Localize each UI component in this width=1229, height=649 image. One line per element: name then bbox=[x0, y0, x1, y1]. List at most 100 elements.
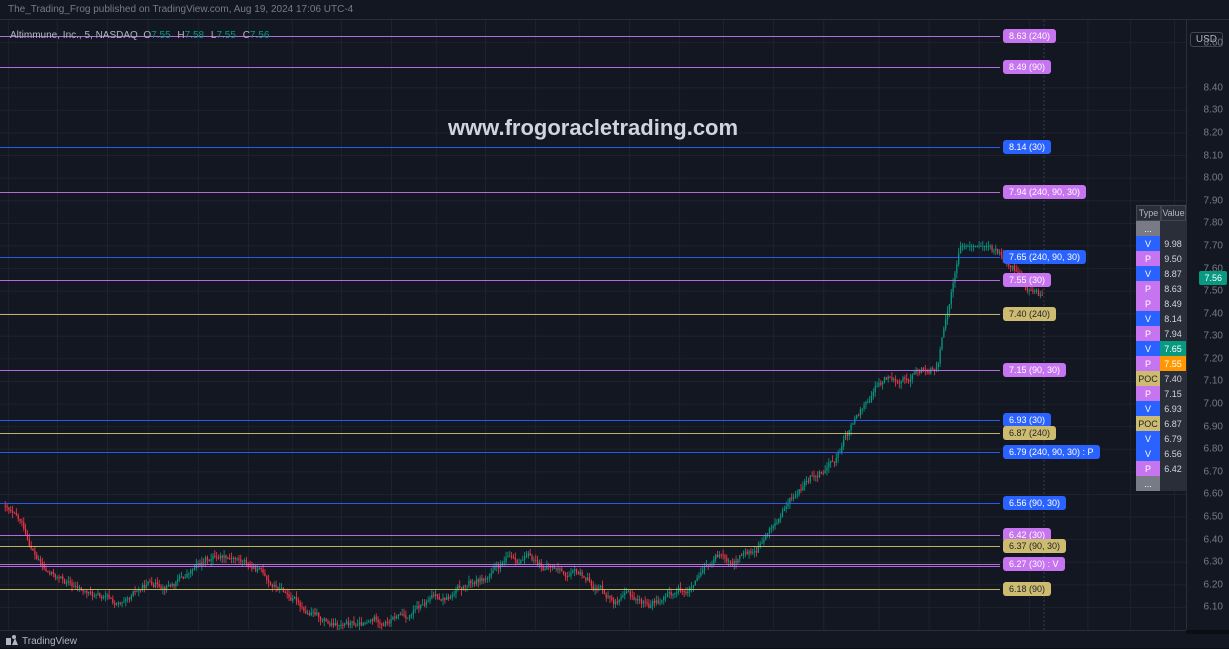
level-label: 7.15 (90, 30) bbox=[1003, 363, 1066, 377]
level-line bbox=[0, 147, 1000, 148]
level-line bbox=[0, 67, 1000, 68]
ohlc-low: 7.55 bbox=[216, 30, 235, 41]
price-tick: 8.00 bbox=[1204, 173, 1223, 184]
tv-type: P bbox=[1136, 356, 1160, 371]
publisher-info: The_Trading_Frog published on TradingVie… bbox=[8, 4, 353, 15]
tv-type: POC bbox=[1136, 416, 1160, 431]
level-line bbox=[0, 314, 1000, 315]
price-tick: 6.30 bbox=[1204, 557, 1223, 568]
tv-row: P 8.63 bbox=[1136, 281, 1186, 296]
tv-type: V bbox=[1136, 311, 1160, 326]
tv-type: P bbox=[1136, 251, 1160, 266]
tv-row: ... bbox=[1136, 221, 1186, 236]
price-tick: 8.30 bbox=[1204, 105, 1223, 116]
tv-value: 8.14 bbox=[1160, 311, 1186, 326]
price-tick: 7.10 bbox=[1204, 376, 1223, 387]
tv-value: 9.50 bbox=[1160, 251, 1186, 266]
chart-container[interactable]: Altimmune, Inc., 5, NASDAQ O7.55 H7.58 L… bbox=[0, 20, 1186, 630]
price-axis[interactable]: USD 8.608.408.308.208.108.007.907.807.70… bbox=[1186, 20, 1229, 630]
tv-type: ... bbox=[1136, 476, 1160, 491]
tv-row: POC 7.40 bbox=[1136, 371, 1186, 386]
price-tick: 6.20 bbox=[1204, 579, 1223, 590]
tv-value: 6.56 bbox=[1160, 446, 1186, 461]
tv-row: V 9.98 bbox=[1136, 236, 1186, 251]
tv-type: POC bbox=[1136, 371, 1160, 386]
tv-row: POC 6.87 bbox=[1136, 416, 1186, 431]
price-tick: 6.90 bbox=[1204, 421, 1223, 432]
ohlc-high: 7.58 bbox=[185, 30, 204, 41]
tv-type: V bbox=[1136, 236, 1160, 251]
level-label: 7.55 (30) bbox=[1003, 273, 1051, 287]
level-label: 6.56 (90, 30) bbox=[1003, 496, 1066, 510]
tv-type: V bbox=[1136, 446, 1160, 461]
main-area: Altimmune, Inc., 5, NASDAQ O7.55 H7.58 L… bbox=[0, 20, 1229, 630]
tv-value: 7.40 bbox=[1160, 371, 1186, 386]
price-tick: 6.50 bbox=[1204, 512, 1223, 523]
tv-row: P 9.50 bbox=[1136, 251, 1186, 266]
tv-row: P 7.55 bbox=[1136, 356, 1186, 371]
price-tick: 8.60 bbox=[1204, 37, 1223, 48]
tv-row: P 7.94 bbox=[1136, 326, 1186, 341]
tv-header: TypeValue bbox=[1136, 205, 1186, 221]
tv-value: 6.42 bbox=[1160, 461, 1186, 476]
price-tick: 6.60 bbox=[1204, 489, 1223, 500]
tv-row: V 8.14 bbox=[1136, 311, 1186, 326]
price-tick: 8.20 bbox=[1204, 127, 1223, 138]
tv-type: V bbox=[1136, 401, 1160, 416]
tv-row: V 6.79 bbox=[1136, 431, 1186, 446]
tv-value bbox=[1160, 476, 1186, 491]
tv-value: 9.98 bbox=[1160, 236, 1186, 251]
price-tick: 7.50 bbox=[1204, 286, 1223, 297]
th-value: Value bbox=[1161, 205, 1186, 221]
footer: TradingView bbox=[0, 634, 1229, 648]
tv-row: P 8.49 bbox=[1136, 296, 1186, 311]
price-tick: 6.10 bbox=[1204, 602, 1223, 613]
watermark: www.frogoracletrading.com bbox=[448, 115, 738, 141]
tv-type: P bbox=[1136, 326, 1160, 341]
tv-row: V 7.65 bbox=[1136, 341, 1186, 356]
symbol-name: Altimmune, Inc., 5, NASDAQ bbox=[10, 30, 138, 41]
tv-value: 6.93 bbox=[1160, 401, 1186, 416]
level-label: 6.93 (30) bbox=[1003, 413, 1051, 427]
level-label: 6.27 (30) : V bbox=[1003, 557, 1065, 571]
level-line bbox=[0, 420, 1000, 421]
price-tick: 7.20 bbox=[1204, 353, 1223, 364]
tv-value: 7.94 bbox=[1160, 326, 1186, 341]
price-tick: 8.10 bbox=[1204, 150, 1223, 161]
tv-value: 6.87 bbox=[1160, 416, 1186, 431]
level-label: 7.94 (240, 90, 30) bbox=[1003, 185, 1086, 199]
level-label: 7.65 (240, 90, 30) bbox=[1003, 250, 1086, 264]
price-tick: 7.90 bbox=[1204, 195, 1223, 206]
type-value-table: TypeValue ... V 9.98 P 9.50 V 8.87 P 8.6… bbox=[1136, 205, 1186, 491]
level-line bbox=[0, 370, 1000, 371]
tv-type: V bbox=[1136, 341, 1160, 356]
price-tick: 8.40 bbox=[1204, 82, 1223, 93]
tv-value: 7.65 bbox=[1160, 341, 1186, 356]
price-tick: 7.00 bbox=[1204, 399, 1223, 410]
level-line bbox=[0, 564, 1000, 567]
tv-row: P 7.15 bbox=[1136, 386, 1186, 401]
last-price-tag: 7.56 bbox=[1199, 271, 1227, 285]
level-label: 8.14 (30) bbox=[1003, 140, 1051, 154]
footer-brand: TradingView bbox=[22, 636, 77, 647]
tv-type: P bbox=[1136, 386, 1160, 401]
tradingview-logo-icon bbox=[6, 635, 18, 648]
price-tick: 7.40 bbox=[1204, 308, 1223, 319]
tv-type: V bbox=[1136, 431, 1160, 446]
th-type: Type bbox=[1136, 205, 1161, 221]
level-line bbox=[0, 452, 1000, 453]
level-label: 6.79 (240, 90, 30) : P bbox=[1003, 445, 1100, 459]
level-line bbox=[0, 257, 1000, 258]
tv-row: ... bbox=[1136, 476, 1186, 491]
level-line bbox=[0, 503, 1000, 504]
ohlc-open: 7.55 bbox=[151, 30, 170, 41]
price-tick: 6.40 bbox=[1204, 534, 1223, 545]
header-bar: The_Trading_Frog published on TradingVie… bbox=[0, 0, 1229, 20]
level-label: 6.18 (90) bbox=[1003, 582, 1051, 596]
tv-row: V 6.93 bbox=[1136, 401, 1186, 416]
price-tick: 6.80 bbox=[1204, 444, 1223, 455]
level-label: 8.49 (90) bbox=[1003, 60, 1051, 74]
level-line bbox=[0, 433, 1000, 434]
tv-value: 7.55 bbox=[1160, 356, 1186, 371]
tv-row: V 6.56 bbox=[1136, 446, 1186, 461]
